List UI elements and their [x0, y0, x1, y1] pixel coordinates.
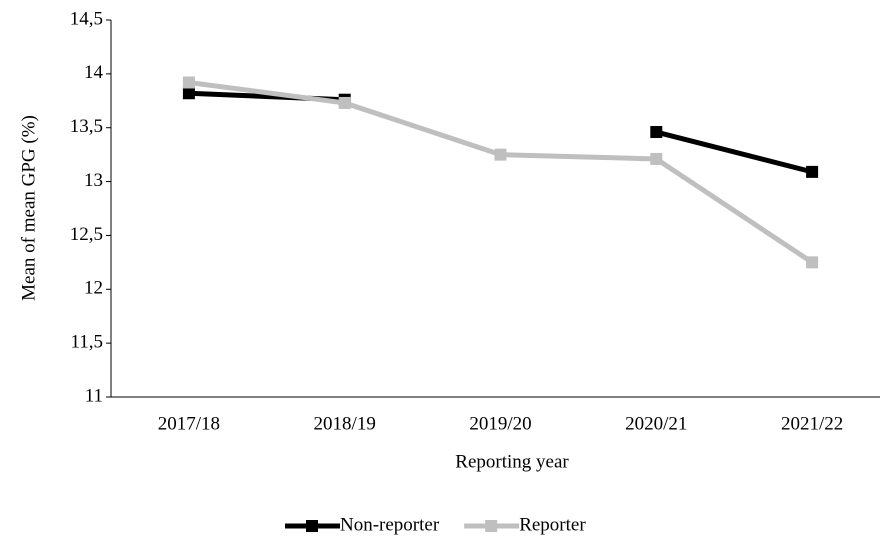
marker — [338, 96, 351, 109]
y-axis-label: Mean of mean GPG (%) — [18, 115, 39, 301]
y-tick-label: 12,5 — [70, 224, 103, 245]
x-tick-label: 2019/20 — [469, 413, 531, 434]
y-tick-label: 11 — [85, 385, 103, 406]
marker — [182, 76, 195, 89]
x-tick-label: 2020/21 — [625, 413, 687, 434]
y-tick-label: 14,5 — [70, 8, 103, 29]
marker — [650, 126, 663, 139]
y-tick-label: 13,5 — [70, 116, 103, 137]
marker — [650, 152, 663, 165]
legend-label: Reporter — [519, 514, 586, 535]
x-tick-label: 2017/18 — [158, 413, 220, 434]
series-line — [655, 129, 813, 175]
legend-marker — [306, 520, 318, 532]
marker — [494, 148, 507, 161]
y-tick-label: 13 — [84, 170, 103, 191]
marker — [182, 87, 195, 100]
series-line — [188, 79, 814, 265]
x-tick-label: 2018/19 — [314, 413, 376, 434]
x-axis-label: Reporting year — [455, 451, 569, 472]
marker — [806, 165, 819, 178]
marker — [806, 256, 819, 269]
legend-label: Non-reporter — [340, 514, 440, 535]
y-tick-label: 12 — [84, 278, 103, 299]
x-tick-label: 2021/22 — [781, 413, 843, 434]
legend-marker — [485, 520, 498, 532]
y-tick-label: 11,5 — [70, 332, 103, 353]
y-tick-label: 14 — [84, 62, 104, 83]
